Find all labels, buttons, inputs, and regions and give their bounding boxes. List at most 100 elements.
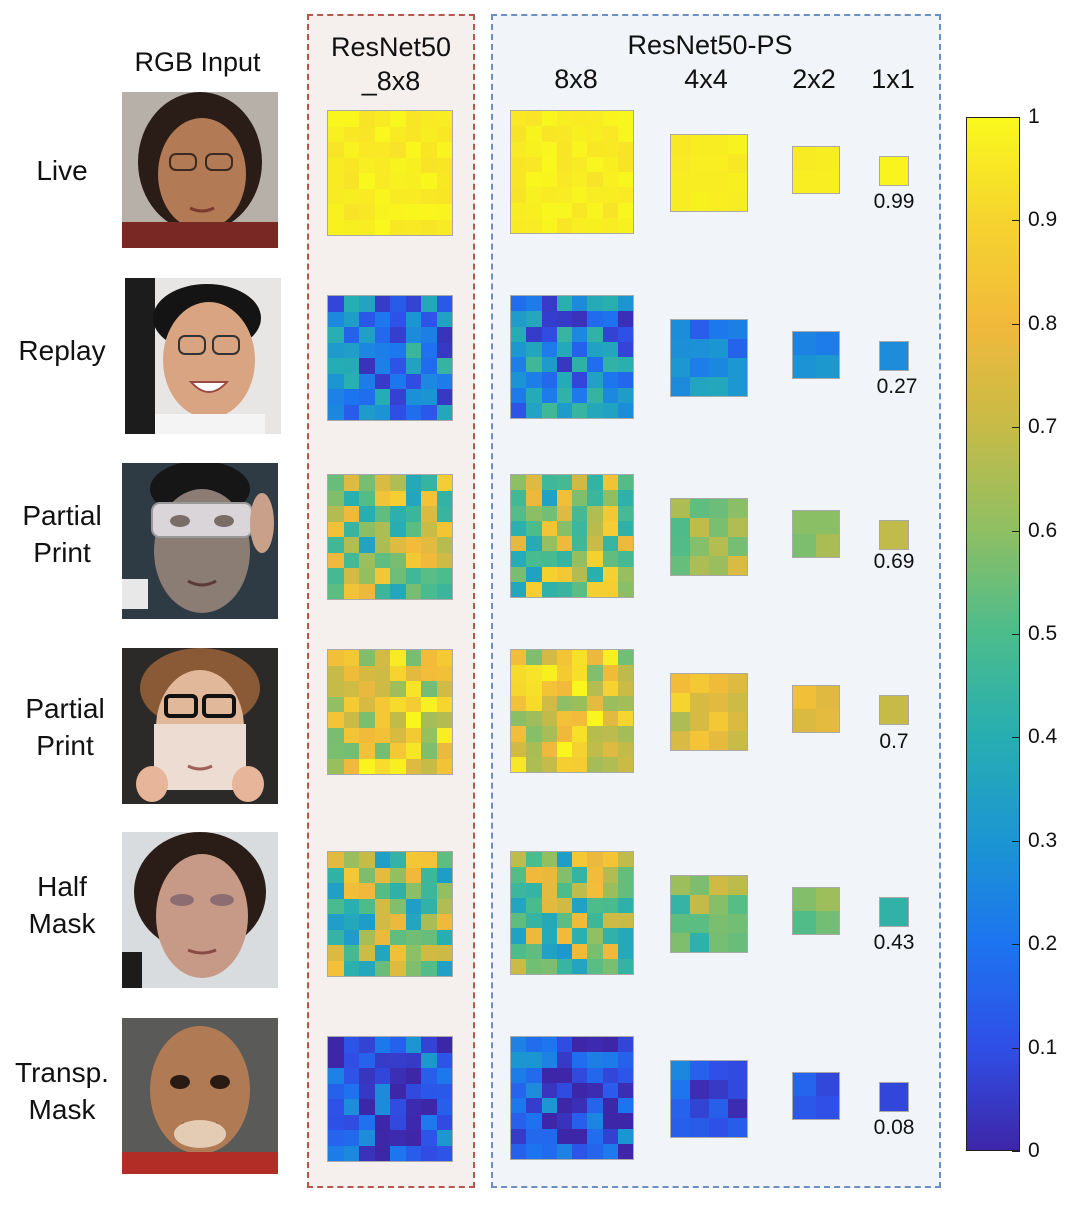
heatmap-cell: [511, 156, 527, 172]
heatmap-cell: [541, 202, 557, 218]
heatmap-cell: [541, 372, 557, 388]
heatmap-cell: [390, 1114, 406, 1130]
heatmap-cell: [587, 311, 603, 327]
heatmap-cell: [880, 1083, 908, 1111]
heatmap-cell: [328, 157, 344, 173]
heatmap-cell: [572, 581, 588, 597]
heatmap-cell: [436, 342, 452, 358]
heatmap-cell: [602, 126, 618, 142]
heatmap-cell: [405, 1130, 421, 1146]
heatmap-cell: [390, 358, 406, 374]
colorbar: [966, 117, 1020, 1151]
heatmap-cell: [436, 126, 452, 142]
heatmap-cell: [617, 520, 633, 536]
heatmap-cell: [602, 958, 618, 974]
heatmap-cell: [572, 551, 588, 567]
col-2x2-header: 2x2: [792, 64, 836, 94]
heatmap-cell: [511, 867, 527, 883]
heatmap-cell: [511, 913, 527, 929]
heatmap-cell: [728, 693, 747, 712]
heatmap-cell: [421, 389, 437, 405]
heatmap-cell: [602, 581, 618, 597]
heatmap-cell: [587, 490, 603, 506]
heatmap-cell: [436, 327, 452, 343]
heatmap-ps-8x8-row-6: [510, 1036, 634, 1160]
heatmap-cell: [587, 852, 603, 868]
heatmap-cell: [526, 387, 542, 403]
heatmap-cell: [587, 1113, 603, 1129]
heatmap-cell: [617, 566, 633, 582]
heatmap-cell: [526, 566, 542, 582]
heatmap-cell: [421, 142, 437, 158]
heatmap-cell: [541, 943, 557, 959]
heatmap-cell: [556, 680, 572, 696]
heatmap-cell: [816, 332, 839, 355]
heatmap-cell: [602, 1113, 618, 1129]
heatmap-cell: [556, 650, 572, 666]
heatmap-cell: [405, 1052, 421, 1068]
heatmap-cell: [541, 475, 557, 491]
heatmap-cell: [436, 650, 452, 666]
heatmap-cell: [556, 202, 572, 218]
heatmap-cell: [541, 928, 557, 944]
heatmap-cell: [526, 551, 542, 567]
heatmap-cell: [602, 296, 618, 312]
heatmap-cell: [709, 135, 728, 154]
heatmap-cell: [617, 1098, 633, 1114]
heatmap-cell: [602, 650, 618, 666]
heatmap-cell: [617, 172, 633, 188]
heatmap-cell: [343, 311, 359, 327]
heatmap-cell: [541, 1113, 557, 1129]
heatmap-cell: [728, 1061, 747, 1080]
heatmap-cell: [556, 913, 572, 929]
heatmap-cell: [556, 126, 572, 142]
rgb-input-header: RGB Input: [134, 47, 261, 77]
heatmap-cell: [421, 296, 437, 312]
heatmap-cell: [816, 1096, 839, 1119]
heatmap-cell: [405, 1114, 421, 1130]
heatmap-cell: [816, 534, 839, 557]
heatmap-cell: [556, 756, 572, 772]
heatmap-cell: [511, 650, 527, 666]
heatmap-cell: [690, 556, 709, 575]
heatmap-cell: [328, 1052, 344, 1068]
heatmap-cell: [343, 696, 359, 712]
heatmap-cell: [374, 475, 390, 491]
heatmap-cell: [728, 173, 747, 192]
heatmap-cell: [541, 711, 557, 727]
heatmap-cell: [617, 928, 633, 944]
heatmap-cell: [617, 402, 633, 418]
heatmap-cell: [602, 1082, 618, 1098]
heatmap-cell: [572, 126, 588, 142]
heatmap-cell: [541, 156, 557, 172]
heatmap-cell: [436, 389, 452, 405]
heatmap-cell: [671, 537, 690, 556]
heatmap-ps-2x2-row-2: [792, 331, 840, 379]
heatmap-cell: [359, 1068, 375, 1084]
heatmap-cell: [602, 536, 618, 552]
heatmap-cell: [572, 111, 588, 127]
heatmap-cell: [880, 157, 908, 185]
heatmap-cell: [572, 1143, 588, 1159]
heatmap-cell: [690, 731, 709, 750]
heatmap-cell: [405, 157, 421, 173]
heatmap-cell: [374, 404, 390, 420]
heatmap-cell: [526, 217, 542, 233]
heatmap-cell: [728, 895, 747, 914]
heatmap-cell: [343, 852, 359, 868]
heatmap-cell: [436, 914, 452, 930]
heatmap-cell: [359, 1114, 375, 1130]
heatmap-cell: [359, 219, 375, 235]
heatmap-cell: [587, 505, 603, 521]
heatmap-cell: [709, 358, 728, 377]
heatmap-cell: [709, 537, 728, 556]
heatmap-cell: [556, 296, 572, 312]
heatmap-cell: [511, 520, 527, 536]
heatmap-cell: [709, 173, 728, 192]
heatmap-cell: [617, 741, 633, 757]
heatmap-cell: [709, 1099, 728, 1118]
heatmap-cell: [816, 1073, 839, 1096]
heatmap-cell: [572, 711, 588, 727]
heatmap-cell: [511, 680, 527, 696]
heatmap-cell: [436, 142, 452, 158]
